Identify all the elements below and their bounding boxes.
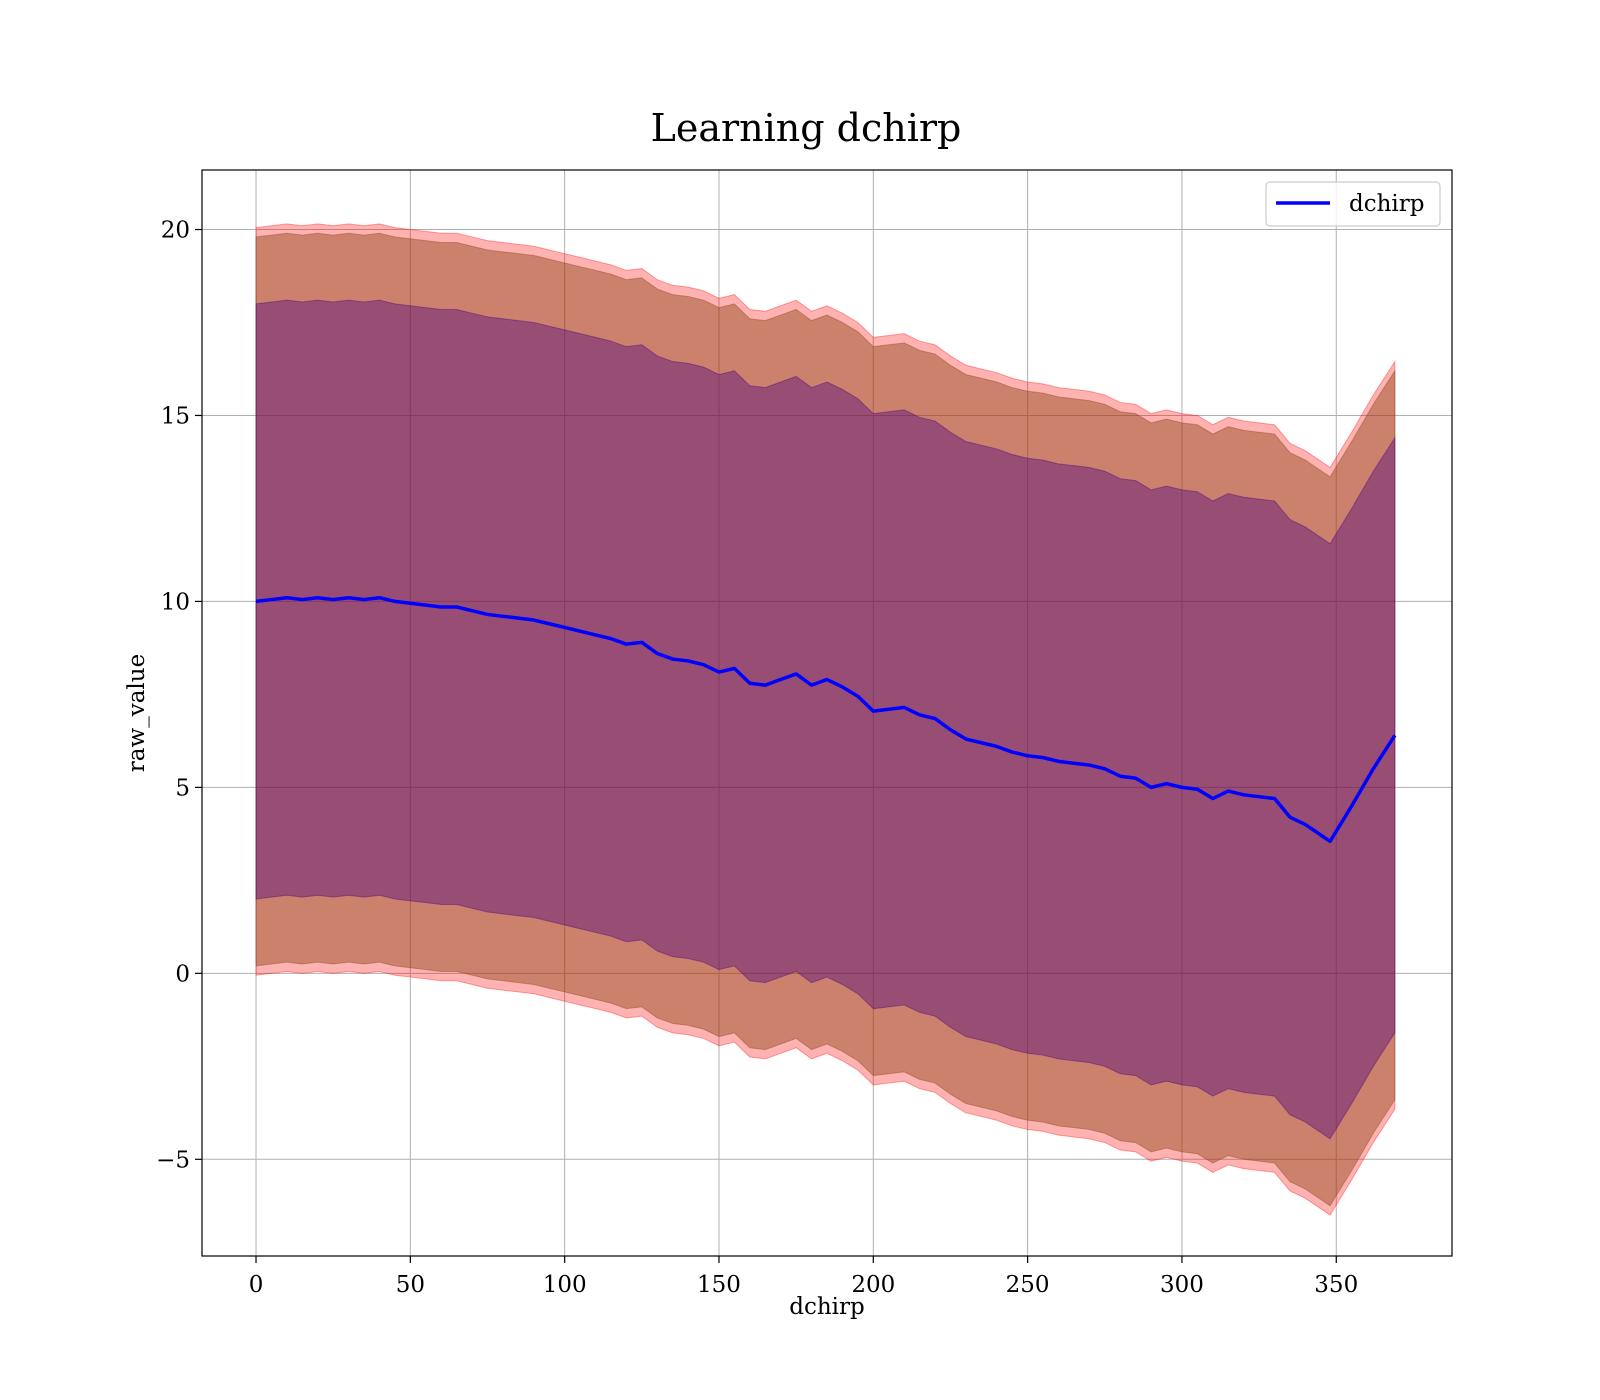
bands (255, 223, 1396, 1216)
legend-label-dchirp: dchirp (1349, 191, 1425, 217)
y-tick-label: 0 (175, 961, 190, 987)
grid (202, 170, 1452, 1256)
y-tick-label: −5 (156, 1147, 190, 1173)
y-tick-label: 20 (161, 218, 190, 244)
chart-title: Learning dchirp (651, 106, 962, 150)
legend: dchirp (1265, 181, 1441, 227)
series-line-dchirp (255, 595, 1397, 844)
legend-box (1265, 181, 1441, 227)
x-tick-label: 200 (851, 1272, 895, 1298)
x-tick-label: 350 (1314, 1272, 1358, 1298)
y-tick-label: 5 (175, 775, 190, 801)
x-tick-label: 300 (1160, 1272, 1204, 1298)
lines (255, 595, 1397, 844)
y-axis-label: raw_value (124, 654, 150, 772)
band-outer (255, 223, 1396, 1216)
y-tick-label: 15 (161, 403, 190, 429)
x-tick-label: 50 (396, 1272, 425, 1298)
x-tick-label: 100 (543, 1272, 587, 1298)
y-axis: −5 0 5 10 15 20 (156, 218, 202, 1173)
plot-frame (201, 169, 1453, 1257)
x-axis: 0 50 100 150 200 250 300 350 (249, 1256, 1358, 1298)
x-axis-label: dchirp (789, 1294, 865, 1320)
x-tick-label: 0 (249, 1272, 264, 1298)
y-tick-label: 10 (161, 589, 190, 615)
band-inner (255, 299, 1396, 1140)
x-tick-label: 150 (697, 1272, 741, 1298)
x-tick-label: 250 (1006, 1272, 1050, 1298)
band-middle (255, 232, 1396, 1207)
